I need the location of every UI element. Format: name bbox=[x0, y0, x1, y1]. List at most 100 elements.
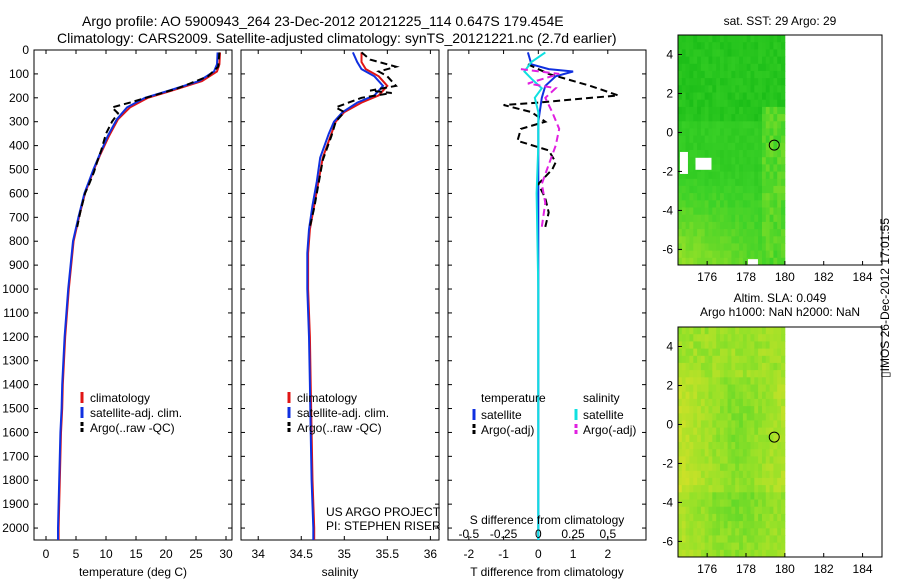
sst_map-cell bbox=[689, 106, 694, 115]
sst_map-cell bbox=[769, 92, 774, 101]
sla_map-cell bbox=[754, 391, 759, 400]
sla_map-cell bbox=[769, 449, 774, 457]
sst_map-cell bbox=[723, 135, 729, 144]
sst_map-cell bbox=[746, 70, 751, 79]
sla_map-cell bbox=[762, 327, 767, 335]
sst_map-cell bbox=[750, 49, 755, 58]
sla_map-cell bbox=[739, 542, 744, 551]
sla_map-cell bbox=[678, 485, 683, 493]
sla_map-cell bbox=[762, 470, 767, 479]
sla_map-cell bbox=[731, 434, 736, 443]
sst_map-cell bbox=[723, 171, 729, 180]
sst_map-cell bbox=[750, 99, 755, 108]
sla_map-cell bbox=[754, 485, 759, 493]
sst_map-cell bbox=[693, 49, 698, 58]
sst_map-cell bbox=[731, 135, 736, 144]
sla_map-cell bbox=[781, 506, 786, 515]
sst_map-cell bbox=[697, 221, 702, 230]
sst_map-cell bbox=[735, 243, 740, 252]
sla_map-cell bbox=[739, 513, 744, 522]
sst_map-cell bbox=[723, 99, 729, 108]
sst_map-cell bbox=[678, 106, 683, 115]
sla_map-cell bbox=[765, 420, 771, 429]
sla_map-cell bbox=[731, 341, 736, 350]
sst_map-cell bbox=[685, 42, 690, 50]
sst_map-cell bbox=[750, 221, 755, 230]
sst_map-cell bbox=[746, 229, 751, 237]
sla_map-cell bbox=[773, 449, 778, 457]
sla_map-cell bbox=[708, 499, 713, 508]
sst_map-cell bbox=[700, 257, 706, 266]
sla_map-cell bbox=[708, 463, 713, 472]
sla_map-cell bbox=[689, 542, 694, 551]
sst_map-cell bbox=[758, 185, 763, 194]
sst_map-cell bbox=[723, 49, 729, 58]
sst_map-cell bbox=[781, 221, 786, 230]
sla_map-cell bbox=[712, 470, 717, 479]
sla_map-cell bbox=[758, 485, 763, 493]
sla_map-cell bbox=[727, 434, 732, 443]
sst_map-cell bbox=[769, 257, 774, 266]
sst_map-cell bbox=[769, 114, 774, 122]
sst_map-cell bbox=[708, 207, 713, 216]
sla_map-cell bbox=[712, 549, 717, 558]
sst_map-cell bbox=[681, 85, 687, 93]
diff-legend-label: Argo(-adj) bbox=[481, 423, 534, 437]
sla_map-xtick-label: 182 bbox=[814, 562, 834, 576]
sla_map-cell bbox=[731, 456, 736, 465]
sla_map-cell bbox=[735, 370, 740, 378]
sst_map-cell bbox=[762, 114, 767, 122]
sst_map-cell bbox=[758, 157, 763, 165]
sla_map-cell bbox=[716, 477, 721, 486]
sst_map-cell bbox=[727, 70, 732, 79]
sst_map-cell bbox=[746, 135, 751, 144]
sst_map-xtick-label: 180 bbox=[775, 270, 795, 284]
sst_map-cell bbox=[723, 214, 729, 223]
sla_map-frame bbox=[677, 326, 883, 558]
sla_map-cell bbox=[681, 348, 687, 357]
sst_map-cell bbox=[697, 49, 702, 58]
sla_map-cell bbox=[758, 456, 763, 465]
sst_map-cell bbox=[689, 63, 694, 72]
sla_map-cell bbox=[758, 549, 763, 558]
sla_map-cell bbox=[777, 535, 782, 544]
sla_map-cell bbox=[689, 391, 694, 400]
sst_map-cell bbox=[731, 35, 736, 43]
sst_map-cell bbox=[731, 106, 736, 115]
sst_map-cell bbox=[720, 92, 725, 101]
sla_map-cell bbox=[689, 449, 694, 457]
sla_map-cell bbox=[700, 542, 706, 551]
sla_map-cell bbox=[723, 341, 729, 350]
sla_map-cell bbox=[762, 334, 767, 342]
difference-series-t-argo-adj- bbox=[503, 63, 619, 228]
sla_map-cell bbox=[727, 362, 732, 371]
salinity-xlabel: salinity bbox=[322, 565, 359, 579]
sst_map-cell bbox=[716, 250, 721, 259]
sst_map-cell bbox=[693, 78, 698, 86]
sla_map-cell bbox=[720, 434, 725, 443]
sla_map-cell bbox=[746, 420, 751, 429]
sla_map-cell bbox=[689, 427, 694, 436]
sla_map-cell bbox=[689, 492, 694, 500]
sla_map-cell bbox=[708, 542, 713, 551]
sla_map-cell bbox=[697, 456, 702, 465]
sst_map-cell bbox=[708, 243, 713, 252]
sst_map-cell bbox=[758, 35, 763, 43]
sla_map-cell bbox=[716, 434, 721, 443]
sla_map-cell bbox=[704, 406, 709, 414]
temperature-legend-label: climatology bbox=[90, 391, 150, 405]
sst_map-cell bbox=[716, 78, 721, 86]
sla_map-cell bbox=[689, 384, 694, 393]
sst_map-cell bbox=[727, 185, 732, 194]
sst_map-cell bbox=[685, 85, 690, 93]
sst_map-cell bbox=[697, 114, 702, 122]
sst_map-cell bbox=[773, 70, 778, 79]
sst_map-cell bbox=[720, 200, 725, 208]
sla_map-cell bbox=[781, 528, 786, 536]
sla_map-cell bbox=[773, 542, 778, 551]
sla_map-cell bbox=[742, 549, 748, 558]
sst_map-cell bbox=[708, 63, 713, 72]
sst_map-cell bbox=[681, 229, 687, 237]
sst_map-cell bbox=[739, 164, 744, 173]
sst_map-cell bbox=[685, 114, 690, 122]
